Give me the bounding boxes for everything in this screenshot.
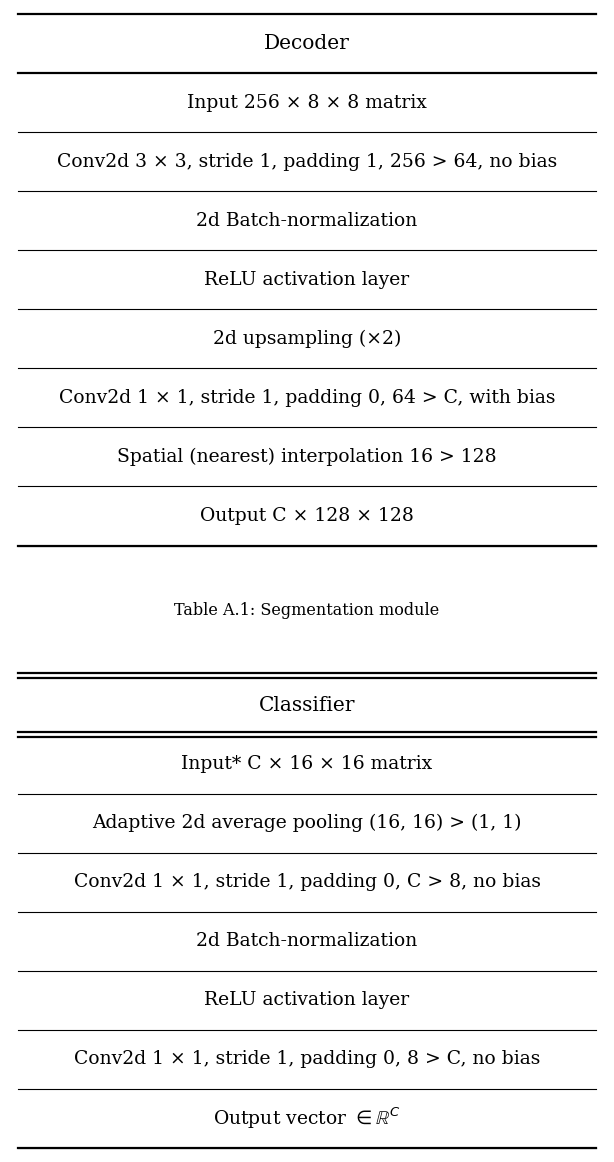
Text: Input* C × 16 × 16 matrix: Input* C × 16 × 16 matrix [181,755,433,773]
Text: Adaptive 2d average pooling (16, 16) > (1, 1): Adaptive 2d average pooling (16, 16) > (… [92,815,522,832]
Text: 2d upsampling (×2): 2d upsampling (×2) [213,330,401,347]
Text: Classifier: Classifier [258,696,356,715]
Text: Conv2d 3 × 3, stride 1, padding 1, 256 > 64, no bias: Conv2d 3 × 3, stride 1, padding 1, 256 >… [57,152,557,171]
Text: 2d Batch-normalization: 2d Batch-normalization [196,932,418,951]
Text: ReLU activation layer: ReLU activation layer [204,271,410,288]
Text: Output vector $\in \mathbb{R}^C$: Output vector $\in \mathbb{R}^C$ [213,1106,401,1132]
Text: Input 256 × 8 × 8 matrix: Input 256 × 8 × 8 matrix [187,94,427,112]
Text: ReLU activation layer: ReLU activation layer [204,991,410,1010]
Text: Table A.1: Segmentation module: Table A.1: Segmentation module [174,602,440,619]
Text: 2d Batch-normalization: 2d Batch-normalization [196,211,418,230]
Text: Conv2d 1 × 1, stride 1, padding 0, 8 > C, no bias: Conv2d 1 × 1, stride 1, padding 0, 8 > C… [74,1050,540,1068]
Text: Decoder: Decoder [264,34,350,53]
Text: Output C × 128 × 128: Output C × 128 × 128 [200,507,414,525]
Text: Conv2d 1 × 1, stride 1, padding 0, 64 > C, with bias: Conv2d 1 × 1, stride 1, padding 0, 64 > … [59,389,555,407]
Text: Spatial (nearest) interpolation 16 > 128: Spatial (nearest) interpolation 16 > 128 [117,447,497,466]
Text: Conv2d 1 × 1, stride 1, padding 0, C > 8, no bias: Conv2d 1 × 1, stride 1, padding 0, C > 8… [74,874,540,891]
